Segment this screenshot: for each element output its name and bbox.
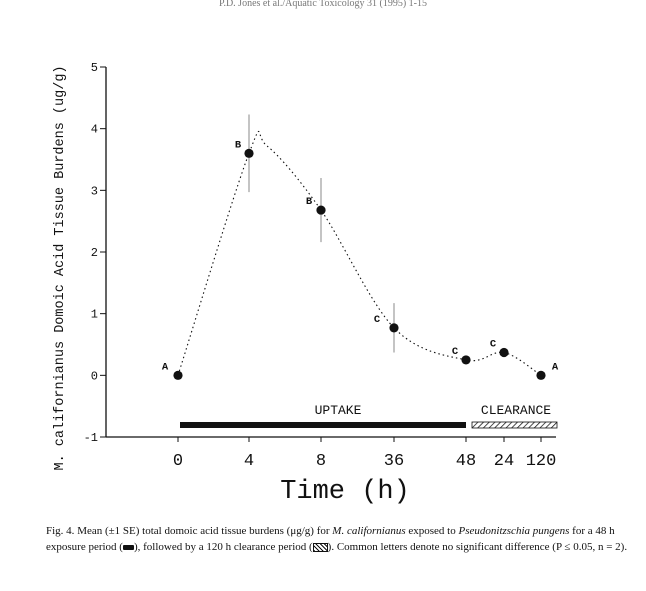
significance-letter: C [374, 314, 381, 326]
caption-text-1: Mean (±1 SE) total domoic acid tissue bu… [74, 525, 333, 537]
significance-letter: B [306, 196, 313, 208]
y-axis-label: M. californianus Domoic Acid Tissue Burd… [53, 65, 68, 470]
x-tick-label: 8 [316, 452, 326, 471]
x-tick-label: 24 [494, 452, 514, 471]
data-marks: A B B C C C A [162, 114, 559, 380]
x-tick-label: 0 [173, 452, 183, 471]
caption-text-5: ). Common letters denote no significant … [327, 541, 628, 553]
clearance-label: CLEARANCE [481, 403, 551, 418]
data-point [461, 355, 471, 365]
significance-letter: A [162, 361, 169, 373]
clearance-bar [471, 421, 558, 429]
uptake-label: UPTAKE [315, 403, 362, 418]
data-point [499, 347, 509, 358]
y-tick-label: 5 [91, 61, 98, 75]
data-point [244, 148, 254, 158]
y-tick-label: -1 [84, 431, 98, 445]
clearance-period-swatch [312, 542, 328, 552]
data-point [316, 205, 326, 215]
significance-letter: B [235, 139, 242, 151]
fitted-curve-path [177, 130, 542, 376]
figure-caption: Fig. 4. Mean (±1 SE) total domoic acid t… [46, 523, 628, 555]
y-tick-label: 4 [91, 123, 98, 137]
caption-fig-label: Fig. 4. [46, 525, 75, 537]
caption-text-4: ), followed by a 120 h clearance period … [133, 541, 313, 553]
x-axis-label: Time (h) [280, 477, 410, 507]
running-header: P.D. Jones et al./Aquatic Toxicology 31 … [219, 0, 427, 9]
period-bars: UPTAKE CLEARANCE [180, 403, 558, 429]
y-tick-label: 3 [91, 184, 98, 198]
y-tick-label: 0 [91, 369, 98, 383]
uptake-bar [180, 422, 466, 428]
data-point [389, 323, 399, 333]
significance-letter: A [552, 361, 559, 373]
data-point [173, 370, 183, 380]
significance-letter: C [490, 339, 497, 351]
x-tick-label: 4 [244, 452, 254, 471]
fitted-curve [177, 130, 542, 376]
caption-species-2: Pseudonitzschia pungens [458, 525, 570, 537]
x-tick-label: 48 [456, 452, 476, 471]
x-tick-label: 36 [384, 452, 404, 471]
data-point [536, 370, 546, 380]
caption-species-1: M. californianus [332, 525, 406, 537]
y-tick-label: 1 [91, 308, 98, 322]
domoic-acid-chart: M. californianus Domoic Acid Tissue Burd… [53, 61, 559, 507]
exposure-period-swatch [122, 544, 134, 550]
caption-text-3: for a 48 h exposure period ( [46, 525, 615, 553]
significance-letter: C [452, 346, 459, 358]
x-tick-label: 120 [526, 452, 557, 471]
y-tick-label: 2 [91, 246, 98, 260]
caption-text-2: exposed to [405, 525, 459, 537]
